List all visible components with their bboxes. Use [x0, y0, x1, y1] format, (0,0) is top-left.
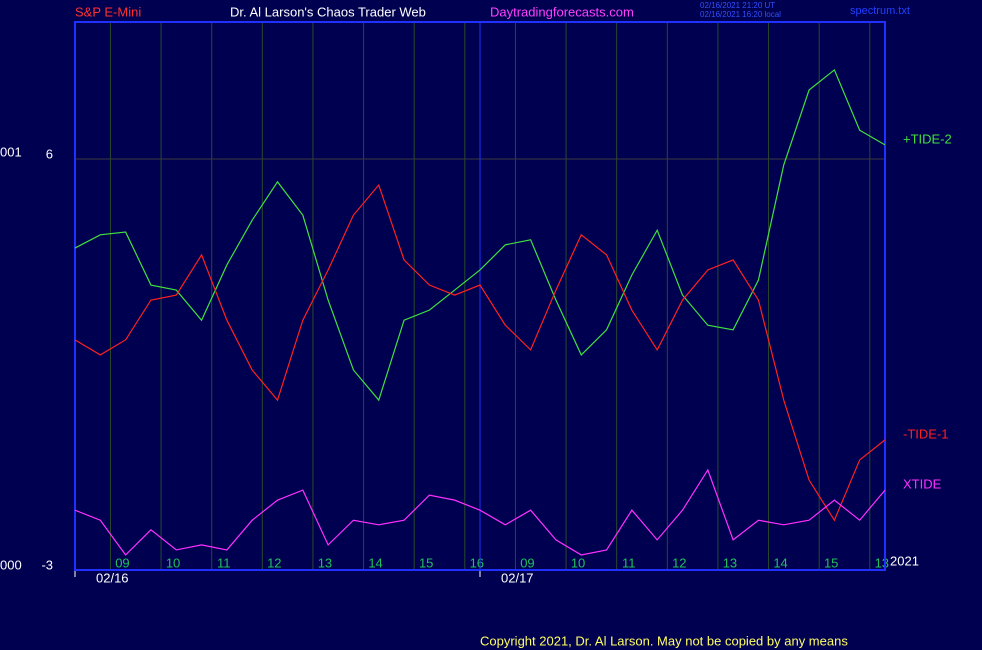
header-title: Dr. Al Larson's Chaos Trader Web	[230, 4, 426, 19]
file-name: spectrum.txt	[850, 5, 910, 17]
y-tick-label: 6	[46, 146, 53, 161]
x-tick-label: 10	[571, 555, 585, 570]
x-tick-label: 09	[520, 555, 534, 570]
x-tick-label: 12	[267, 555, 281, 570]
x-tick-label: 11	[622, 555, 636, 570]
x-tick-label: 16	[470, 555, 484, 570]
series-line	[74, 68, 886, 402]
timestamp: 02/16/2021 16:20 local	[700, 10, 781, 19]
x-tick-label: 13	[875, 555, 889, 570]
footer: Copyright 2021, Dr. Al Larson. May not b…	[480, 633, 848, 648]
series-line	[74, 468, 886, 556]
left-label: 000	[0, 557, 22, 572]
x-tick-label: 14	[773, 555, 787, 570]
x-tick-label: 11	[217, 555, 231, 570]
x-tick-label: 12	[672, 555, 686, 570]
series-label: +TIDE-2	[903, 131, 952, 146]
x-tick-label: 14	[368, 555, 382, 570]
x-tick-label: 13	[318, 555, 332, 570]
header-title: Daytradingforecasts.com	[490, 4, 634, 19]
date-label: 02/16	[96, 570, 129, 585]
date-label: 02/17	[501, 570, 534, 585]
x-tick-label: 15	[419, 555, 433, 570]
year-label: 2021	[890, 553, 919, 568]
y-tick-label: -3	[41, 557, 53, 572]
x-tick-label: 09	[115, 555, 129, 570]
plot-frame	[74, 21, 886, 571]
x-tick-label: 13	[723, 555, 737, 570]
series-line	[74, 183, 886, 522]
series-label: XTIDE	[903, 477, 942, 492]
x-tick-label: 15	[824, 555, 838, 570]
x-tick-label: 10	[166, 555, 180, 570]
header-title: S&P E-Mini	[75, 4, 141, 19]
timestamp: 02/16/2021 21:20 UT	[700, 1, 775, 10]
left-label: 001	[0, 144, 22, 159]
series-label: -TIDE-1	[903, 426, 949, 441]
